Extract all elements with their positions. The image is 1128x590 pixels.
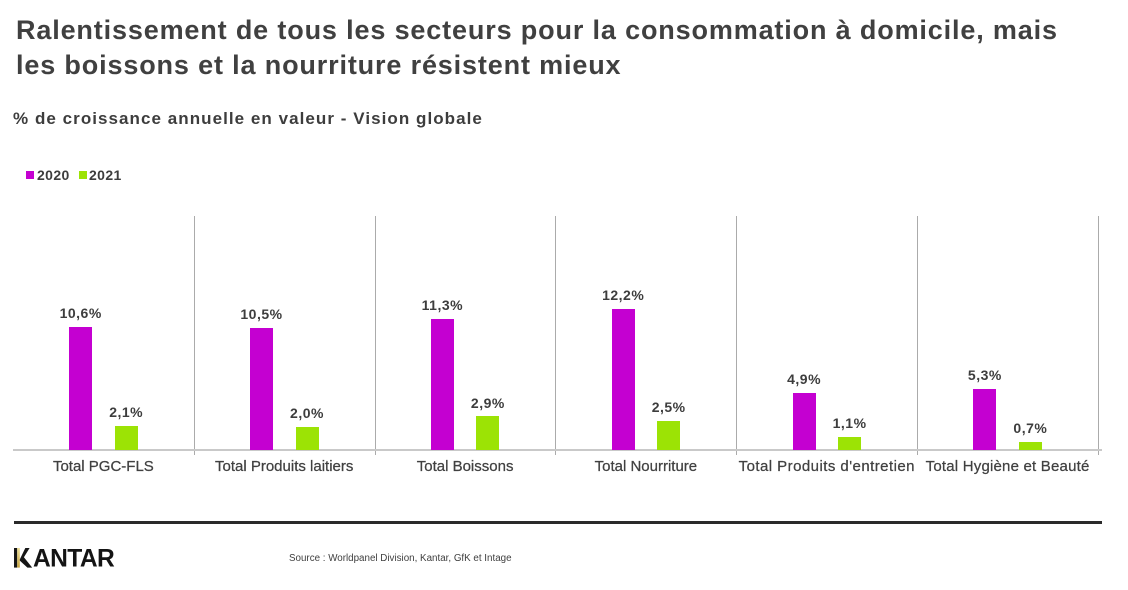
svg-text:ANTAR: ANTAR <box>33 548 115 568</box>
